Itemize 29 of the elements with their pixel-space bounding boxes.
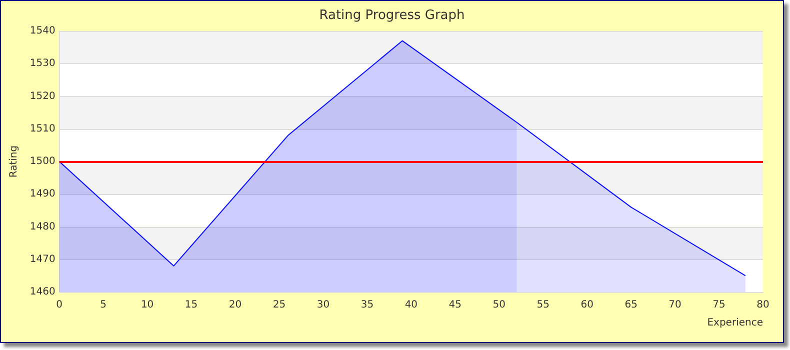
x-tick-label: 35 [360, 300, 374, 310]
x-tick-label: 60 [580, 300, 594, 310]
x-tick-label: 50 [492, 300, 506, 310]
x-tick-label: 5 [100, 300, 107, 310]
x-tick-label: 55 [536, 300, 550, 310]
x-axis-title: Experience [707, 318, 763, 328]
y-tick-label: 1460 [30, 286, 56, 298]
y-axis-title: Rating [8, 145, 20, 178]
x-tick-label: 0 [56, 300, 63, 310]
y-tick-label: 1470 [30, 254, 56, 265]
x-tick-label: 15 [184, 300, 198, 310]
chart-title: Rating Progress Graph [319, 8, 465, 23]
y-tick-label: 1540 [30, 26, 56, 36]
x-tick-label: 40 [404, 300, 418, 310]
y-tick-label: 1490 [30, 188, 56, 200]
x-tick-label: 75 [712, 300, 726, 310]
y-tick-label: 1500 [30, 156, 56, 167]
y-tick-label: 1520 [30, 90, 56, 102]
y-tick-label: 1510 [30, 123, 56, 134]
x-tick-label: 80 [756, 300, 770, 310]
x-tick-label: 20 [228, 300, 242, 310]
y-tick-label: 1530 [30, 58, 56, 70]
x-tick-label: 30 [316, 300, 330, 310]
x-tick-label: 10 [140, 300, 154, 310]
y-tick-label: 1480 [30, 221, 56, 232]
x-tick-label: 70 [668, 300, 682, 310]
x-tick-label: 25 [272, 300, 286, 310]
x-tick-label: 45 [448, 300, 462, 310]
x-tick-label: 65 [624, 300, 638, 310]
